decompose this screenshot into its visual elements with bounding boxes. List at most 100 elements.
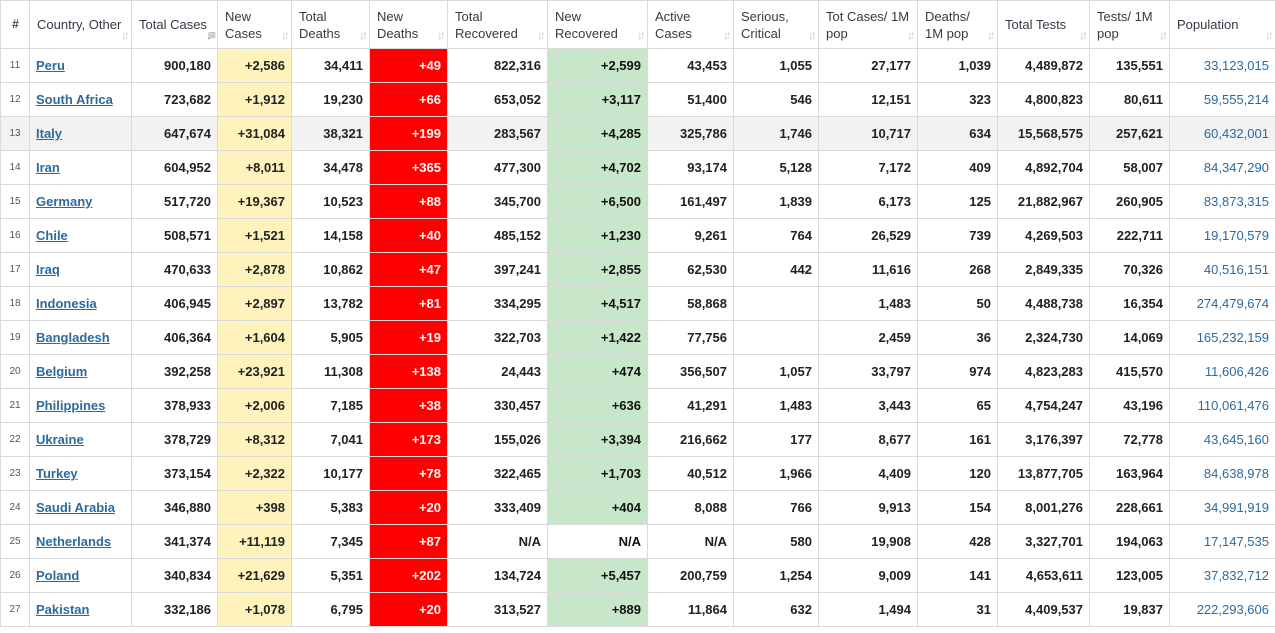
country-link[interactable]: Germany xyxy=(36,194,93,209)
country-link[interactable]: Chile xyxy=(36,228,68,243)
sort-arrows-icon[interactable]: ↓↑ xyxy=(987,28,996,42)
sort-arrows-icon[interactable]: ↓↑ xyxy=(359,28,368,42)
cell-new-recovered: +1,422 xyxy=(547,320,648,355)
cell-new-recovered: +2,599 xyxy=(547,48,648,83)
cell-new-deaths: +40 xyxy=(369,218,448,253)
column-header-tests-1m[interactable]: Tests/ 1M pop ↓↑ xyxy=(1089,0,1170,49)
cell-total-tests: 13,877,705 xyxy=(997,456,1090,491)
cell-total-deaths: 7,041 xyxy=(291,422,370,457)
cell-total-cases: 517,720 xyxy=(131,184,218,219)
cell-new-cases: +1,521 xyxy=(217,218,292,253)
country-link[interactable]: Peru xyxy=(36,58,65,73)
column-header-total-tests[interactable]: Total Tests ↓↑ xyxy=(997,0,1090,49)
sort-arrows-icon[interactable]: ↓↑ xyxy=(1079,28,1088,42)
cell-tot-cases-1m: 7,172 xyxy=(818,150,918,185)
country-link[interactable]: Italy xyxy=(36,126,63,141)
cell-tests-1m: 123,005 xyxy=(1089,558,1170,593)
sort-arrows-icon[interactable]: ↓↑ xyxy=(437,28,446,42)
cell-new-cases: +2,878 xyxy=(217,252,292,287)
country-link[interactable]: Turkey xyxy=(36,466,78,481)
cell-active-cases: 200,759 xyxy=(647,558,734,593)
column-header-tot-cases-1m[interactable]: Tot Cases/ 1M pop ↓↑ xyxy=(818,0,918,49)
cell-serious-critical: 1,055 xyxy=(733,48,819,83)
cell-total-recovered: 283,567 xyxy=(447,116,548,151)
column-header-serious-critical[interactable]: Serious, Critical ↓↑ xyxy=(733,0,819,49)
table-row: 15 Germany 517,720 +19,367 10,523 +88 345,700 +… xyxy=(0,184,1275,219)
cell-country: Philippines xyxy=(29,388,132,423)
cell-new-recovered: +4,517 xyxy=(547,286,648,321)
table-header-row: # Country, Other ↓↑ Total Cases ↓≡ New Cases ↓… xyxy=(0,0,1275,49)
column-header-total-cases[interactable]: Total Cases ↓≡ xyxy=(131,0,218,49)
cell-deaths-1m: 409 xyxy=(917,150,998,185)
cell-deaths-1m: 1,039 xyxy=(917,48,998,83)
country-link[interactable]: Belgium xyxy=(36,364,88,379)
sort-arrows-icon[interactable]: ↓↑ xyxy=(637,28,646,42)
cell-population: 60,432,001 xyxy=(1169,116,1275,151)
cell-total-recovered: 345,700 xyxy=(447,184,548,219)
column-header-active-cases[interactable]: Active Cases ↓↑ xyxy=(647,0,734,49)
sort-arrows-icon[interactable]: ↓≡ xyxy=(205,28,216,42)
cell-new-deaths: +87 xyxy=(369,524,448,559)
column-header-new-cases[interactable]: New Cases ↓↑ xyxy=(217,0,292,49)
cell-tests-1m: 14,069 xyxy=(1089,320,1170,355)
cell-new-deaths: +88 xyxy=(369,184,448,219)
cell-deaths-1m: 31 xyxy=(917,592,998,627)
column-header-country[interactable]: Country, Other ↓↑ xyxy=(29,0,132,49)
cell-total-deaths: 5,383 xyxy=(291,490,370,525)
country-link[interactable]: Poland xyxy=(36,568,80,583)
country-link[interactable]: Saudi Arabia xyxy=(36,500,115,515)
cell-total-deaths: 34,478 xyxy=(291,150,370,185)
cell-tot-cases-1m: 9,913 xyxy=(818,490,918,525)
cell-total-deaths: 10,862 xyxy=(291,252,370,287)
table-row: 17 Iraq 470,633 +2,878 10,862 +47 397,241 +2,85… xyxy=(0,252,1275,287)
cell-num: 21 xyxy=(0,388,30,423)
column-header-population[interactable]: Population ↓↑ xyxy=(1169,0,1275,49)
cell-num: 22 xyxy=(0,422,30,457)
column-header-new-deaths[interactable]: New Deaths ↓↑ xyxy=(369,0,448,49)
country-link[interactable]: Bangladesh xyxy=(36,330,110,345)
column-header-label: Deaths/ 1M pop xyxy=(925,8,970,41)
cell-total-recovered: 313,527 xyxy=(447,592,548,627)
table-row: 16 Chile 508,571 +1,521 14,158 +40 485,152 +1,2… xyxy=(0,218,1275,253)
cell-num: 16 xyxy=(0,218,30,253)
sort-arrows-icon[interactable]: ↓↑ xyxy=(537,28,546,42)
country-link[interactable]: Pakistan xyxy=(36,602,90,617)
cell-tot-cases-1m: 6,173 xyxy=(818,184,918,219)
sort-arrows-icon[interactable]: ↓↑ xyxy=(907,28,916,42)
column-header-new-recovered[interactable]: New Recovered ↓↑ xyxy=(547,0,648,49)
cell-population: 165,232,159 xyxy=(1169,320,1275,355)
sort-arrows-icon[interactable]: ↓↑ xyxy=(723,28,732,42)
sort-arrows-icon[interactable]: ↓↑ xyxy=(121,28,130,42)
cell-tot-cases-1m: 33,797 xyxy=(818,354,918,389)
country-link[interactable]: Indonesia xyxy=(36,296,97,311)
cell-deaths-1m: 50 xyxy=(917,286,998,321)
column-header-deaths-1m[interactable]: Deaths/ 1M pop ↓↑ xyxy=(917,0,998,49)
cell-total-cases: 900,180 xyxy=(131,48,218,83)
sort-arrows-icon[interactable]: ↓↑ xyxy=(281,28,290,42)
column-header-total-deaths[interactable]: Total Deaths ↓↑ xyxy=(291,0,370,49)
country-link[interactable]: Netherlands xyxy=(36,534,112,549)
cell-new-recovered: +2,855 xyxy=(547,252,648,287)
cell-new-recovered: +3,117 xyxy=(547,82,648,117)
cell-active-cases: 11,864 xyxy=(647,592,734,627)
country-link[interactable]: Ukraine xyxy=(36,432,84,447)
sort-arrows-icon[interactable]: ↓↑ xyxy=(808,28,817,42)
cell-tests-1m: 163,964 xyxy=(1089,456,1170,491)
cell-deaths-1m: 154 xyxy=(917,490,998,525)
cell-tests-1m: 222,711 xyxy=(1089,218,1170,253)
cell-active-cases: 43,453 xyxy=(647,48,734,83)
country-link[interactable]: Iraq xyxy=(36,262,60,277)
column-header-total-recovered[interactable]: Total Recovered ↓↑ xyxy=(447,0,548,49)
cell-tests-1m: 58,007 xyxy=(1089,150,1170,185)
column-header-label: Total Tests xyxy=(1005,17,1067,32)
cell-new-deaths: +199 xyxy=(369,116,448,151)
cell-population: 222,293,606 xyxy=(1169,592,1275,627)
sort-arrows-icon[interactable]: ↓↑ xyxy=(1265,28,1274,42)
cell-population: 19,170,579 xyxy=(1169,218,1275,253)
cell-num: 25 xyxy=(0,524,30,559)
cell-num: 23 xyxy=(0,456,30,491)
country-link[interactable]: South Africa xyxy=(36,92,113,107)
country-link[interactable]: Iran xyxy=(36,160,60,175)
sort-arrows-icon[interactable]: ↓↑ xyxy=(1159,28,1168,42)
country-link[interactable]: Philippines xyxy=(36,398,106,413)
